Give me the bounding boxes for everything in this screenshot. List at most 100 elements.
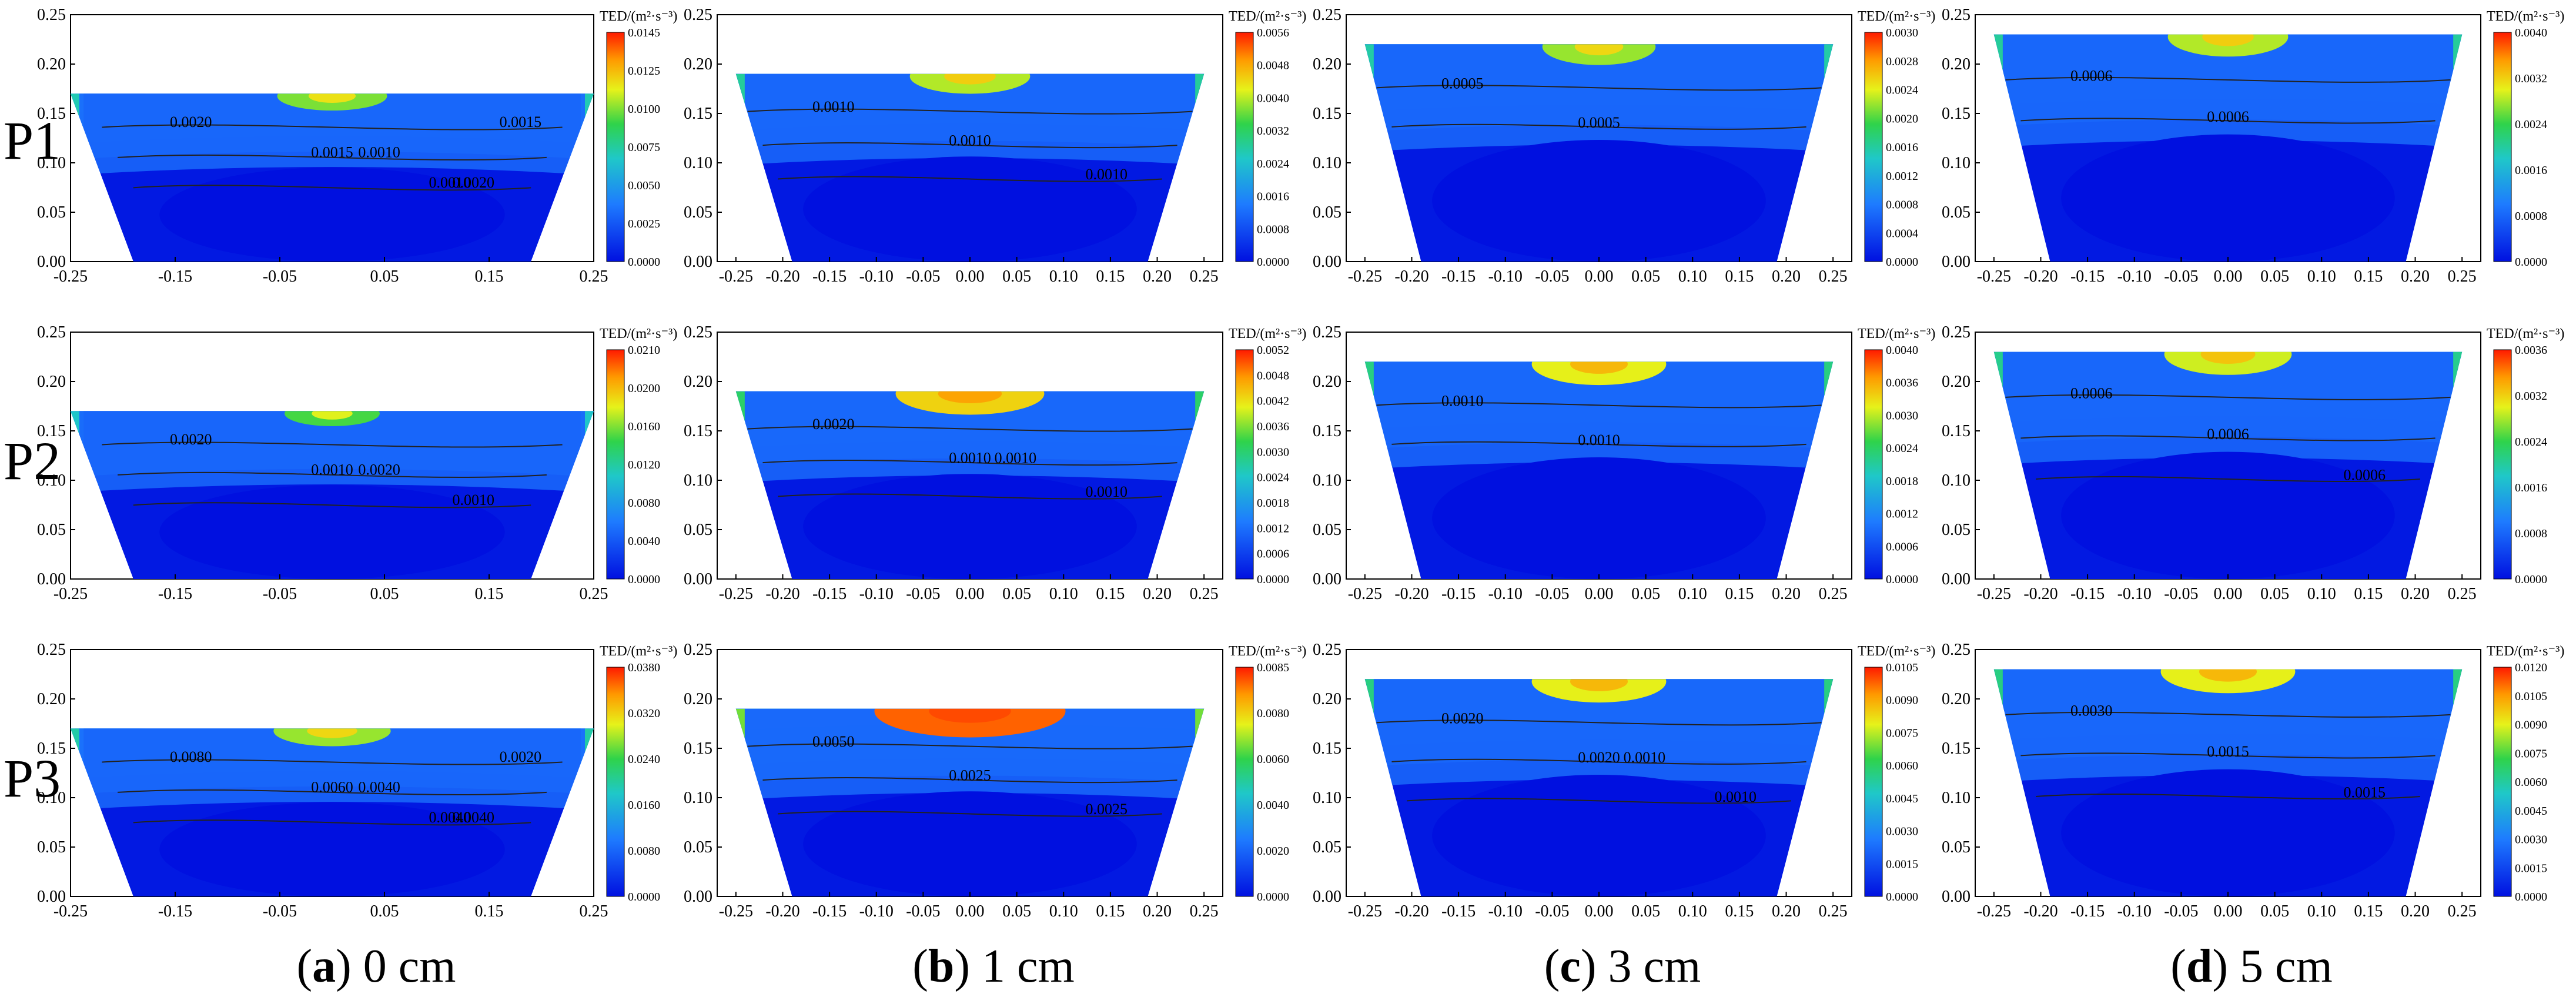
panels: 0.00200.00150.00200.00100.00100.00150.00… bbox=[37, 6, 2564, 921]
contour-label: 0.0010 bbox=[812, 98, 855, 115]
y-tick-label: 0.20 bbox=[37, 690, 66, 708]
y-tick-label: 0.20 bbox=[684, 690, 712, 708]
x-tick-label: 0.25 bbox=[1819, 902, 1848, 921]
contour-label: 0.0020 bbox=[1578, 749, 1620, 766]
colorbar-title: TED/(m²·s⁻³) bbox=[1229, 644, 1306, 659]
colorbar-tick-label: 0.0080 bbox=[628, 497, 660, 510]
colorbar-title: TED/(m²·s⁻³) bbox=[2487, 326, 2564, 342]
x-tick-label: 0.15 bbox=[2354, 902, 2383, 921]
y-tick-label: 0.10 bbox=[1313, 789, 1341, 807]
colorbar-tick-label: 0.0045 bbox=[1886, 792, 1918, 805]
x-tick-label: -0.20 bbox=[765, 902, 799, 921]
contour-label: 0.0080 bbox=[170, 748, 212, 765]
colorbar-tick-label: 0.0000 bbox=[1886, 256, 1918, 269]
x-tick-label: -0.10 bbox=[2117, 267, 2152, 286]
y-tick-label: 0.25 bbox=[684, 641, 712, 659]
colorbar-tick-label: 0.0145 bbox=[628, 26, 660, 39]
ted-level-band bbox=[1364, 679, 1834, 787]
ted-field bbox=[71, 411, 594, 579]
panel-P3-a: 0.00800.00600.00400.00400.00400.00200.00… bbox=[37, 641, 677, 921]
contour-line bbox=[1376, 85, 1822, 91]
x-tick-label: 0.00 bbox=[1585, 585, 1614, 603]
colorbar-tick-label: 0.0025 bbox=[628, 217, 660, 230]
y-tick-label: 0.10 bbox=[1942, 154, 1971, 172]
colorbar bbox=[1235, 32, 1254, 262]
contour-label: 0.0010 bbox=[949, 449, 991, 466]
x-tick-label: 0.00 bbox=[956, 585, 985, 603]
x-tick-label: 0.20 bbox=[2401, 902, 2430, 921]
y-tick-label: 0.20 bbox=[1313, 373, 1341, 391]
x-tick-label: -0.05 bbox=[1535, 585, 1569, 603]
x-tick-label: -0.25 bbox=[1348, 585, 1382, 603]
colorbar-tick-label: 0.0060 bbox=[1257, 753, 1289, 766]
x-tick-label: 0.10 bbox=[1049, 267, 1078, 286]
x-tick-label: 0.15 bbox=[475, 585, 504, 603]
ted-level-band bbox=[83, 728, 581, 809]
x-tick-label: 0.05 bbox=[1631, 585, 1660, 603]
contour-label: 0.0010 bbox=[995, 449, 1037, 466]
ted-field bbox=[735, 708, 1205, 896]
x-tick-label: 0.05 bbox=[2260, 585, 2289, 603]
panel-P1-d: 0.0006 0.0006 0.00 0.05 0.10 0.15 0.20 0.25 -0.2… bbox=[1942, 6, 2564, 286]
contour-label: 0.0010 bbox=[949, 132, 991, 149]
x-tick-label: 0.05 bbox=[370, 267, 399, 286]
x-tick-label: -0.15 bbox=[2070, 585, 2105, 603]
y-tick-label: 0.15 bbox=[684, 422, 712, 440]
contour-label: 0.0010 bbox=[1714, 788, 1757, 805]
x-tick-label: -0.25 bbox=[719, 902, 753, 921]
colorbar-title: TED/(m²·s⁻³) bbox=[1229, 326, 1306, 342]
contour-label: 0.0020 bbox=[358, 461, 400, 478]
y-tick-label: 0.05 bbox=[1313, 203, 1341, 222]
ted-low-core bbox=[803, 474, 1137, 579]
ted-field bbox=[1993, 352, 2463, 579]
x-tick-label: -0.10 bbox=[1488, 585, 1523, 603]
contour-label: 0.0005 bbox=[1441, 75, 1484, 92]
colorbar-tick-label: 0.0160 bbox=[628, 799, 660, 812]
contour-label: 0.0020 bbox=[453, 174, 495, 191]
contour-line bbox=[1391, 758, 1806, 765]
panel-P3-d: 0.0030 0.0015 0.0015 0.00 0.05 0.10 0.15 0.20 0.… bbox=[1942, 641, 2564, 921]
y-tick-label: 0.05 bbox=[1313, 521, 1341, 539]
x-tick-label: 0.10 bbox=[2307, 267, 2336, 286]
y-tick-label: 0.15 bbox=[684, 739, 712, 758]
contour-label: 0.0025 bbox=[1085, 801, 1128, 818]
x-tick-label: -0.20 bbox=[2023, 585, 2058, 603]
y-tick-label: 0.10 bbox=[684, 789, 712, 807]
ted-low-core bbox=[2061, 134, 2395, 262]
x-tick-label: 0.15 bbox=[1725, 585, 1754, 603]
contour-line bbox=[2036, 793, 2420, 799]
contour-line bbox=[2020, 435, 2436, 441]
colorbar-title: TED/(m²·s⁻³) bbox=[600, 644, 677, 659]
x-tick-label: -0.25 bbox=[1977, 585, 2011, 603]
ted-field bbox=[735, 73, 1205, 262]
ted-surface-peak bbox=[1570, 679, 1628, 691]
x-tick-label: -0.05 bbox=[1535, 267, 1569, 286]
contour-line bbox=[747, 426, 1193, 432]
x-tick-label: -0.15 bbox=[812, 267, 847, 286]
colorbar bbox=[2493, 349, 2512, 580]
colorbar-tick-label: 0.0160 bbox=[628, 420, 660, 433]
x-tick-label: 0.25 bbox=[580, 902, 608, 921]
colorbar-tick-label: 0.0016 bbox=[2515, 481, 2547, 494]
y-tick-label: 0.20 bbox=[37, 55, 66, 73]
y-tick-label: 0.25 bbox=[684, 6, 712, 24]
ted-field bbox=[1364, 44, 1834, 262]
colorbar-tick-label: 0.0000 bbox=[1257, 891, 1289, 903]
colorbar-tick-label: 0.0060 bbox=[1886, 759, 1918, 772]
y-tick-label: 0.25 bbox=[37, 323, 66, 342]
colorbar-tick-label: 0.0000 bbox=[1257, 573, 1289, 586]
y-tick-label: 0.10 bbox=[684, 154, 712, 172]
colorbar-tick-label: 0.0210 bbox=[628, 344, 660, 357]
contour-label: 0.0010 bbox=[358, 144, 400, 161]
ted-low-core bbox=[1432, 140, 1766, 262]
x-tick-label: -0.25 bbox=[1977, 267, 2011, 286]
y-tick-label: 0.15 bbox=[37, 422, 66, 440]
x-tick-label: 0.05 bbox=[1631, 267, 1660, 286]
contour-label: 0.0015 bbox=[500, 113, 542, 130]
colorbar-tick-label: 0.0056 bbox=[1257, 26, 1289, 39]
ted-surface-peak bbox=[2202, 34, 2254, 46]
y-tick-label: 0.25 bbox=[1313, 323, 1341, 342]
colorbar-tick-label: 0.0000 bbox=[2515, 891, 2547, 903]
x-tick-label: -0.10 bbox=[1488, 267, 1523, 286]
